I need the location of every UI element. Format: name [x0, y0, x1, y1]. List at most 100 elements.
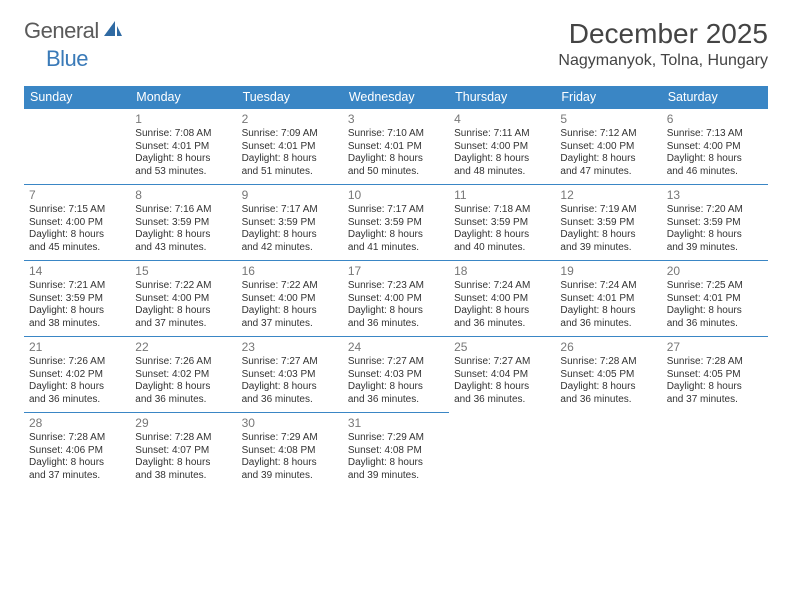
sunrise-text: Sunrise: 7:16 AM	[135, 204, 231, 217]
sunset-text: Sunset: 4:02 PM	[29, 369, 125, 382]
daylight-text: and 53 minutes.	[135, 166, 231, 179]
daylight-text: and 36 minutes.	[348, 394, 444, 407]
daylight-text: Daylight: 8 hours	[560, 229, 656, 242]
daylight-text: Daylight: 8 hours	[454, 381, 550, 394]
weekday-header-row: Sunday Monday Tuesday Wednesday Thursday…	[24, 86, 768, 109]
month-title: December 2025	[558, 18, 768, 50]
sunrise-text: Sunrise: 7:11 AM	[454, 128, 550, 141]
brand-logo: General	[24, 18, 125, 44]
calendar-table: Sunday Monday Tuesday Wednesday Thursday…	[24, 86, 768, 488]
sunset-text: Sunset: 4:01 PM	[135, 141, 231, 154]
daylight-text: and 50 minutes.	[348, 166, 444, 179]
brand-blue: Blue	[46, 46, 88, 71]
sunrise-text: Sunrise: 7:13 AM	[667, 128, 763, 141]
sunset-text: Sunset: 4:03 PM	[242, 369, 338, 382]
day-number: 23	[242, 340, 338, 355]
daylight-text: Daylight: 8 hours	[29, 457, 125, 470]
day-number: 30	[242, 416, 338, 431]
daylight-text: Daylight: 8 hours	[135, 305, 231, 318]
weekday-header: Sunday	[24, 86, 130, 109]
day-number: 6	[667, 112, 763, 127]
day-number: 3	[348, 112, 444, 127]
daylight-text: Daylight: 8 hours	[454, 153, 550, 166]
calendar-day-cell: 12Sunrise: 7:19 AMSunset: 3:59 PMDayligh…	[555, 185, 661, 261]
day-number: 27	[667, 340, 763, 355]
daylight-text: Daylight: 8 hours	[135, 229, 231, 242]
sunset-text: Sunset: 4:00 PM	[454, 293, 550, 306]
day-number: 10	[348, 188, 444, 203]
day-number: 26	[560, 340, 656, 355]
sail-icon	[103, 19, 123, 44]
calendar-day-cell: 23Sunrise: 7:27 AMSunset: 4:03 PMDayligh…	[237, 337, 343, 413]
calendar-day-cell: 11Sunrise: 7:18 AMSunset: 3:59 PMDayligh…	[449, 185, 555, 261]
daylight-text: and 39 minutes.	[560, 242, 656, 255]
daylight-text: Daylight: 8 hours	[454, 305, 550, 318]
daylight-text: Daylight: 8 hours	[667, 305, 763, 318]
daylight-text: and 43 minutes.	[135, 242, 231, 255]
day-number: 28	[29, 416, 125, 431]
daylight-text: Daylight: 8 hours	[29, 381, 125, 394]
sunrise-text: Sunrise: 7:26 AM	[29, 356, 125, 369]
sunset-text: Sunset: 4:08 PM	[348, 445, 444, 458]
daylight-text: and 36 minutes.	[667, 318, 763, 331]
day-number: 17	[348, 264, 444, 279]
daylight-text: Daylight: 8 hours	[667, 153, 763, 166]
sunset-text: Sunset: 4:00 PM	[135, 293, 231, 306]
daylight-text: and 36 minutes.	[454, 394, 550, 407]
sunset-text: Sunset: 4:00 PM	[667, 141, 763, 154]
calendar-day-cell: 31Sunrise: 7:29 AMSunset: 4:08 PMDayligh…	[343, 413, 449, 489]
sunset-text: Sunset: 3:59 PM	[29, 293, 125, 306]
daylight-text: and 36 minutes.	[560, 318, 656, 331]
calendar-day-cell	[555, 413, 661, 489]
daylight-text: and 47 minutes.	[560, 166, 656, 179]
sunset-text: Sunset: 3:59 PM	[135, 217, 231, 230]
day-number: 31	[348, 416, 444, 431]
sunrise-text: Sunrise: 7:27 AM	[454, 356, 550, 369]
sunset-text: Sunset: 4:02 PM	[135, 369, 231, 382]
calendar-day-cell: 10Sunrise: 7:17 AMSunset: 3:59 PMDayligh…	[343, 185, 449, 261]
daylight-text: and 37 minutes.	[242, 318, 338, 331]
daylight-text: Daylight: 8 hours	[560, 381, 656, 394]
calendar-day-cell	[24, 109, 130, 185]
sunset-text: Sunset: 4:00 PM	[560, 141, 656, 154]
day-number: 1	[135, 112, 231, 127]
weekday-header: Tuesday	[237, 86, 343, 109]
sunset-text: Sunset: 4:04 PM	[454, 369, 550, 382]
sunrise-text: Sunrise: 7:17 AM	[348, 204, 444, 217]
sunrise-text: Sunrise: 7:25 AM	[667, 280, 763, 293]
sunrise-text: Sunrise: 7:28 AM	[560, 356, 656, 369]
daylight-text: Daylight: 8 hours	[242, 305, 338, 318]
calendar-day-cell: 28Sunrise: 7:28 AMSunset: 4:06 PMDayligh…	[24, 413, 130, 489]
calendar-day-cell: 13Sunrise: 7:20 AMSunset: 3:59 PMDayligh…	[662, 185, 768, 261]
day-number: 29	[135, 416, 231, 431]
calendar-week-row: 21Sunrise: 7:26 AMSunset: 4:02 PMDayligh…	[24, 337, 768, 413]
day-number: 15	[135, 264, 231, 279]
daylight-text: and 37 minutes.	[135, 318, 231, 331]
day-number: 24	[348, 340, 444, 355]
calendar-day-cell: 29Sunrise: 7:28 AMSunset: 4:07 PMDayligh…	[130, 413, 236, 489]
daylight-text: Daylight: 8 hours	[29, 229, 125, 242]
weekday-header: Saturday	[662, 86, 768, 109]
sunset-text: Sunset: 4:07 PM	[135, 445, 231, 458]
daylight-text: and 46 minutes.	[667, 166, 763, 179]
calendar-day-cell: 26Sunrise: 7:28 AMSunset: 4:05 PMDayligh…	[555, 337, 661, 413]
calendar-day-cell: 30Sunrise: 7:29 AMSunset: 4:08 PMDayligh…	[237, 413, 343, 489]
calendar-day-cell: 21Sunrise: 7:26 AMSunset: 4:02 PMDayligh…	[24, 337, 130, 413]
sunset-text: Sunset: 3:59 PM	[560, 217, 656, 230]
sunrise-text: Sunrise: 7:12 AM	[560, 128, 656, 141]
sunrise-text: Sunrise: 7:09 AM	[242, 128, 338, 141]
calendar-week-row: 1Sunrise: 7:08 AMSunset: 4:01 PMDaylight…	[24, 109, 768, 185]
calendar-week-row: 28Sunrise: 7:28 AMSunset: 4:06 PMDayligh…	[24, 413, 768, 489]
sunrise-text: Sunrise: 7:28 AM	[667, 356, 763, 369]
daylight-text: and 48 minutes.	[454, 166, 550, 179]
daylight-text: Daylight: 8 hours	[242, 457, 338, 470]
daylight-text: and 39 minutes.	[667, 242, 763, 255]
day-number: 4	[454, 112, 550, 127]
daylight-text: and 41 minutes.	[348, 242, 444, 255]
daylight-text: Daylight: 8 hours	[29, 305, 125, 318]
daylight-text: and 36 minutes.	[29, 394, 125, 407]
weekday-header: Thursday	[449, 86, 555, 109]
daylight-text: and 38 minutes.	[135, 470, 231, 483]
sunrise-text: Sunrise: 7:17 AM	[242, 204, 338, 217]
sunrise-text: Sunrise: 7:28 AM	[29, 432, 125, 445]
